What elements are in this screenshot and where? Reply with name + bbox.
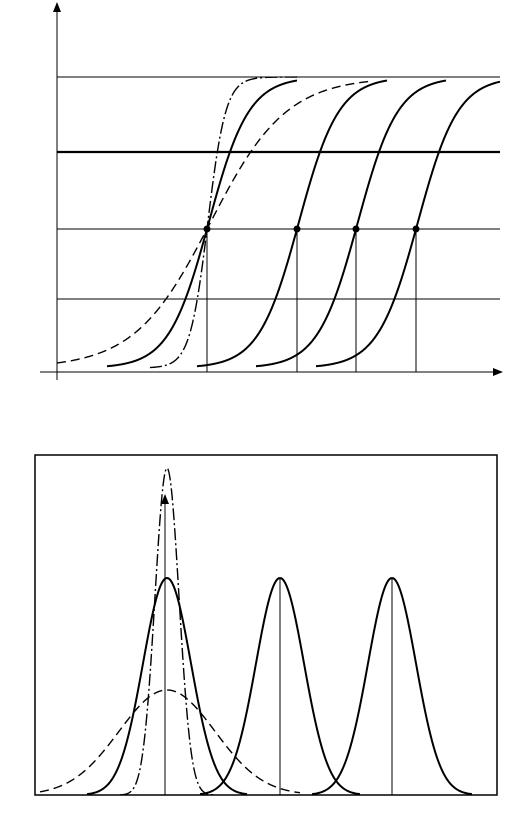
pdf-curve	[86, 576, 248, 796]
frame	[34, 454, 498, 796]
cdf-curve	[196, 79, 388, 368]
point	[293, 225, 301, 233]
point	[412, 225, 420, 233]
point	[352, 225, 360, 233]
pdf-wide	[39, 689, 301, 794]
cdf-narrow	[149, 76, 300, 369]
pdf-narrow	[119, 466, 215, 796]
cdf-curve	[315, 80, 501, 368]
curves	[39, 76, 501, 796]
cdf-curve	[106, 79, 298, 368]
cdf-curve	[255, 79, 447, 368]
cdf-wide	[56, 80, 371, 364]
